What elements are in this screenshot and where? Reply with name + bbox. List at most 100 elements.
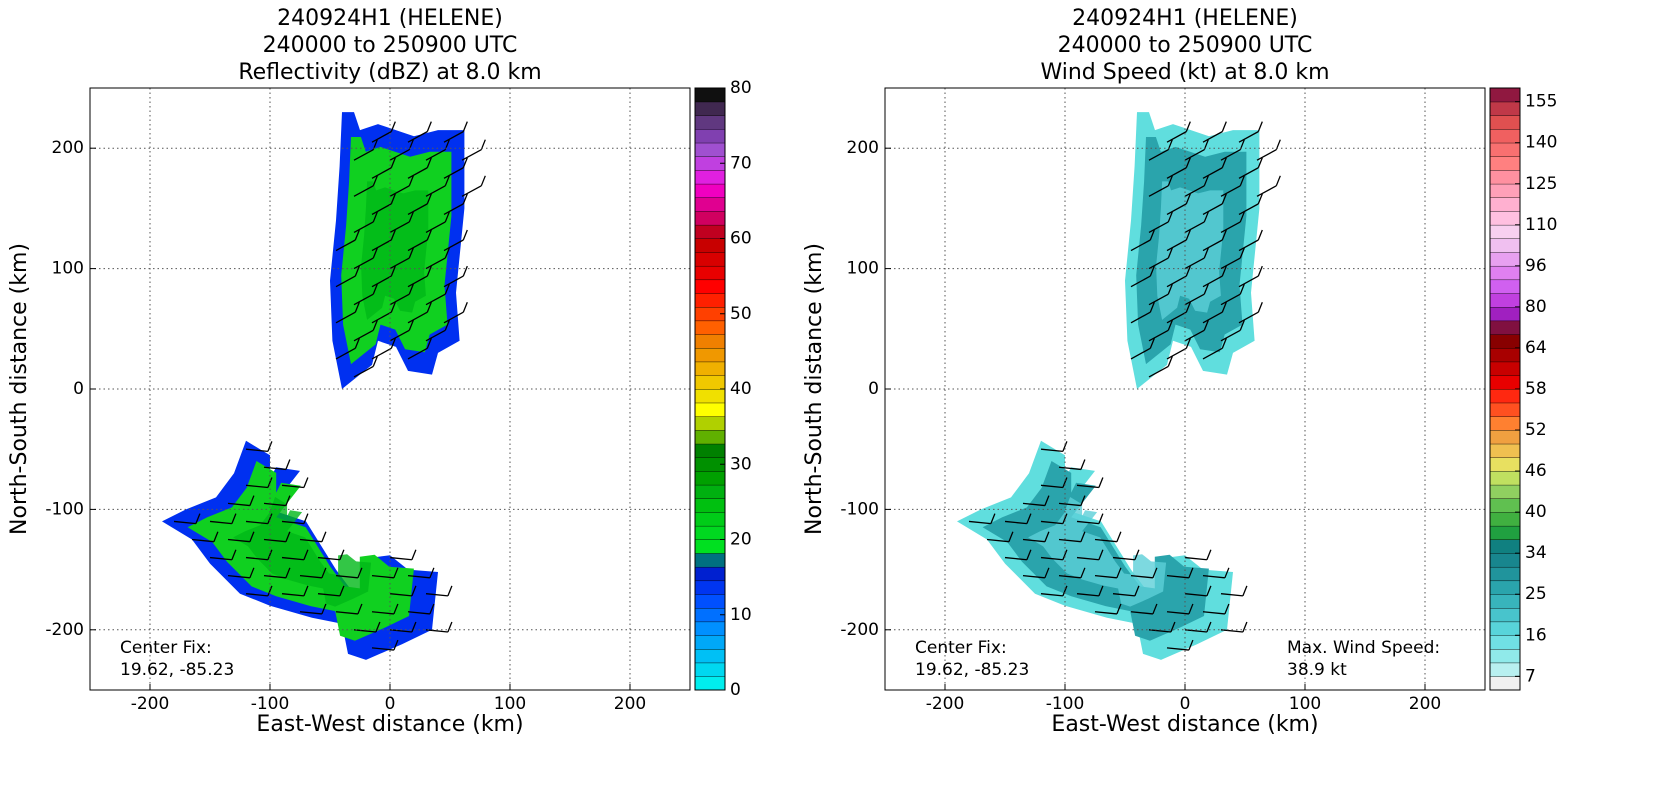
wind-barb bbox=[1170, 621, 1176, 633]
wind-barb bbox=[1166, 647, 1189, 651]
colorbar-band bbox=[694, 224, 726, 239]
wind-barb bbox=[1058, 574, 1081, 579]
wind-barb bbox=[245, 484, 268, 489]
wind-barb bbox=[408, 175, 414, 187]
wind-barb bbox=[1257, 265, 1263, 277]
wind-barb bbox=[303, 477, 309, 488]
y-tick-label: -100 bbox=[45, 499, 84, 519]
colorbar-band bbox=[1489, 375, 1521, 390]
wind-barb bbox=[371, 347, 392, 360]
wind-barb bbox=[1166, 347, 1187, 360]
colorbar-tick-label: 34 bbox=[1525, 543, 1547, 563]
wind-barb bbox=[267, 441, 273, 452]
wind-barb bbox=[1058, 502, 1081, 507]
wind-barb bbox=[1203, 211, 1209, 223]
wind-barb bbox=[407, 311, 428, 324]
wind-barb bbox=[1257, 229, 1263, 241]
wind-barb bbox=[1148, 149, 1169, 161]
wind-barb bbox=[407, 131, 428, 143]
wind-barb bbox=[281, 556, 304, 561]
wind-barb bbox=[1134, 585, 1140, 597]
wind-barb bbox=[371, 275, 392, 288]
colorbar-band bbox=[1489, 101, 1521, 116]
colorbar-tick-label: 60 bbox=[730, 229, 752, 249]
wind-barb bbox=[444, 283, 450, 295]
wind-barb bbox=[447, 621, 453, 633]
wind-barb bbox=[1220, 593, 1243, 597]
wind-barb bbox=[1239, 211, 1245, 223]
wind-barb bbox=[1130, 311, 1151, 324]
colorbar-band bbox=[1489, 539, 1521, 554]
wind-barb bbox=[263, 574, 286, 579]
wind-barb bbox=[335, 275, 356, 288]
colorbar-band bbox=[694, 169, 726, 185]
wind-barb bbox=[1152, 567, 1158, 579]
wind-barb bbox=[1238, 131, 1259, 143]
colorbar-band bbox=[694, 443, 726, 458]
wind-barb bbox=[1184, 293, 1205, 306]
wind-barb bbox=[426, 338, 432, 349]
wind-barb bbox=[1238, 311, 1259, 324]
y-tick-label: -200 bbox=[840, 620, 879, 640]
wind-barb bbox=[339, 585, 345, 597]
wind-barb bbox=[1058, 466, 1081, 471]
wind-barb bbox=[1166, 167, 1187, 179]
wind-barb bbox=[1224, 567, 1230, 579]
colorbar-band bbox=[1489, 580, 1521, 595]
wind-barb bbox=[480, 175, 486, 187]
wind-barb bbox=[429, 567, 435, 579]
colorbar-band bbox=[1489, 115, 1521, 130]
wind-barb bbox=[371, 311, 392, 324]
wind-barb bbox=[335, 347, 356, 360]
wind-barb bbox=[1062, 513, 1068, 524]
colorbar-band bbox=[694, 320, 726, 335]
wind-barb bbox=[407, 203, 428, 215]
wind-barb bbox=[1076, 556, 1099, 561]
wind-barb bbox=[303, 513, 309, 524]
wind-barb bbox=[408, 320, 414, 331]
wind-barb bbox=[1221, 301, 1227, 313]
colorbar-band bbox=[694, 375, 726, 390]
wind-barb bbox=[1130, 239, 1151, 252]
wind-barb bbox=[389, 293, 410, 306]
wind-barb bbox=[1166, 239, 1187, 252]
colorbar-tick-label: 10 bbox=[730, 605, 752, 625]
wind-barb bbox=[1239, 247, 1245, 259]
wind-barb bbox=[1202, 311, 1223, 324]
colorbar-band bbox=[694, 197, 726, 212]
annotation: 38.9 kt bbox=[1287, 660, 1347, 680]
wind-barb bbox=[1098, 585, 1104, 597]
wind-barb bbox=[1257, 301, 1263, 313]
wind-barb bbox=[1257, 193, 1263, 205]
colorbar-band bbox=[1489, 594, 1521, 609]
colorbar-tick-label: 25 bbox=[1525, 584, 1547, 604]
wind-barb bbox=[1184, 593, 1207, 597]
wind-barb bbox=[353, 185, 374, 197]
wind-barb bbox=[285, 459, 291, 470]
colorbar-tick-label: 125 bbox=[1525, 174, 1557, 194]
wind-barb bbox=[1202, 611, 1225, 615]
colorbar-band bbox=[1489, 457, 1521, 472]
wind-barb bbox=[299, 611, 322, 615]
wind-barb bbox=[1256, 149, 1277, 161]
colorbar-band bbox=[1489, 347, 1521, 363]
x-axis-label: East-West distance (km) bbox=[256, 712, 523, 737]
wind-barb bbox=[353, 293, 374, 306]
wind-barb bbox=[389, 185, 410, 197]
colorbar-band bbox=[694, 101, 726, 116]
wind-barb bbox=[227, 574, 250, 579]
colorbar-tick-label: 0 bbox=[730, 680, 741, 700]
wind-barb bbox=[1221, 265, 1227, 277]
colorbar-band bbox=[694, 525, 726, 540]
colorbar-band bbox=[1489, 87, 1521, 103]
wind-barb bbox=[1149, 265, 1155, 277]
annotation: Max. Wind Speed: bbox=[1287, 638, 1440, 658]
y-tick-label: -200 bbox=[45, 620, 84, 640]
wind-barb bbox=[1148, 629, 1171, 633]
wind-barb bbox=[1220, 257, 1241, 270]
wind-barb bbox=[1167, 283, 1173, 295]
wind-barb bbox=[1188, 603, 1194, 615]
wind-barb bbox=[426, 265, 432, 277]
wind-barb bbox=[1220, 221, 1241, 234]
colorbar-band bbox=[1489, 402, 1521, 417]
